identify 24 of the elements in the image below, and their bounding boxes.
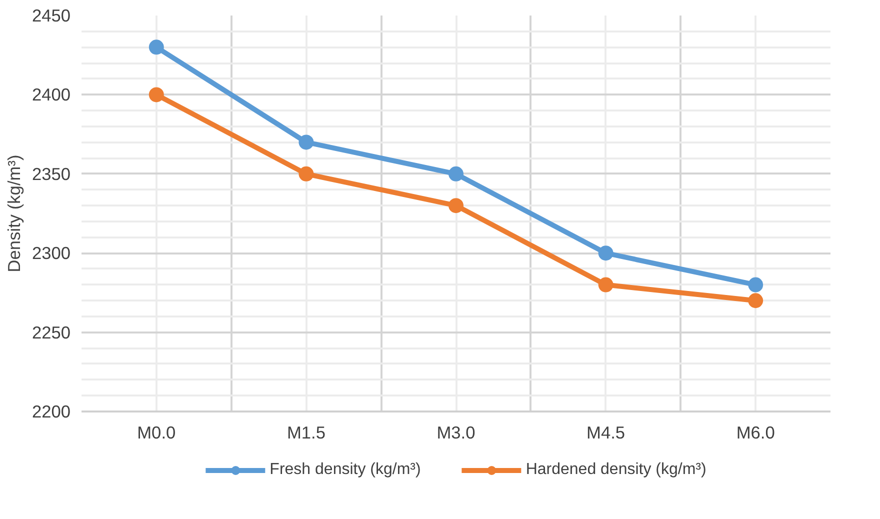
point: [148, 87, 164, 102]
point: [598, 246, 614, 261]
y-tick-label: 2400: [32, 84, 71, 105]
y-tick-label: 2450: [32, 6, 71, 26]
legend-label: Fresh density (kg/m³): [270, 461, 421, 479]
point: [448, 166, 464, 182]
point: [148, 40, 164, 55]
point: [298, 134, 314, 150]
point: [448, 198, 464, 214]
y-tick-label: 2250: [32, 322, 71, 342]
y-axis-title: Density (kg/m³): [4, 154, 24, 272]
y-tick-label: 2350: [32, 164, 71, 184]
point: [598, 277, 614, 292]
x-tick-label: M1.5: [286, 422, 326, 442]
x-tick-label: M4.5: [586, 422, 626, 442]
x-tick-label: M6.0: [736, 422, 775, 442]
x-tick-label: M3.0: [436, 422, 476, 442]
x-tick-label: M0.0: [137, 422, 176, 442]
y-tick-label: 2300: [32, 243, 71, 264]
y-tick-label: 2200: [32, 402, 71, 422]
point: [748, 293, 764, 308]
point: [298, 166, 314, 182]
point: [748, 277, 764, 292]
legend-label: Hardened density (kg/m³): [526, 461, 706, 479]
